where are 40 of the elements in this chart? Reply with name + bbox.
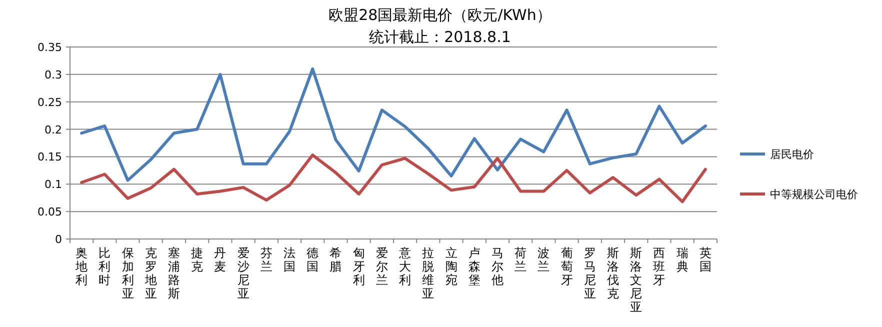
x-tick-label: 拉脱维亚 [422, 246, 434, 300]
y-tick-label: 0.2 [44, 123, 62, 136]
x-tick-label: 比利时 [98, 246, 111, 287]
x-tick-label: 波兰 [538, 246, 550, 274]
x-tick-label: 克罗地亚 [144, 246, 157, 300]
x-tick-label: 立陶宛 [445, 246, 458, 287]
y-tick-label: 0.25 [38, 96, 62, 109]
x-tick-label: 德国 [306, 246, 319, 274]
x-tick-label: 斯洛伐克 [607, 246, 620, 300]
x-tick-label: 匈牙利 [352, 246, 365, 287]
legend-label: 中等规模公司电价 [770, 188, 858, 201]
x-tick-label: 法国 [284, 246, 296, 274]
x-tick-label: 卢森堡 [468, 246, 480, 287]
legend-label: 居民电价 [770, 148, 814, 161]
x-tick-label: 马尔他 [491, 246, 504, 287]
y-tick-label: 0 [55, 233, 62, 246]
y-tick-label: 0.05 [38, 206, 62, 219]
x-tick-label: 西班牙 [653, 246, 666, 287]
x-tick-label: 爱沙尼亚 [237, 246, 250, 300]
x-tick-label: 罗马尼亚 [584, 246, 596, 300]
x-tick-label: 荷兰 [514, 246, 527, 274]
x-tick-label: 意大利 [398, 246, 412, 287]
x-tick-label: 英国 [699, 246, 712, 274]
y-tick-label: 0.35 [38, 41, 62, 54]
x-tick-label: 斯洛文尼亚 [630, 246, 642, 314]
x-tick-label: 瑞典 [676, 246, 688, 274]
x-tick-label: 爱尔兰 [376, 246, 388, 287]
x-tick-label: 捷克 [191, 246, 204, 274]
x-tick-label: 芬兰 [260, 246, 272, 274]
x-tick-label: 丹麦 [214, 246, 226, 274]
x-tick-label: 塞浦路斯 [168, 246, 180, 300]
chart-title: 欧盟28国最新电价（欧元/KWh） [328, 6, 552, 24]
x-tick-label: 葡萄牙 [560, 246, 573, 287]
chart-subtitle: 统计截止：2018.8.1 [369, 28, 511, 46]
x-tick-label: 保加利亚 [122, 246, 134, 300]
y-tick-label: 0.15 [38, 150, 62, 164]
x-tick-label: 奥地利 [74, 246, 88, 287]
y-tick-label: 0.1 [44, 178, 62, 192]
y-tick-label: 0.3 [44, 68, 62, 82]
x-tick-label: 希腊 [330, 246, 342, 274]
